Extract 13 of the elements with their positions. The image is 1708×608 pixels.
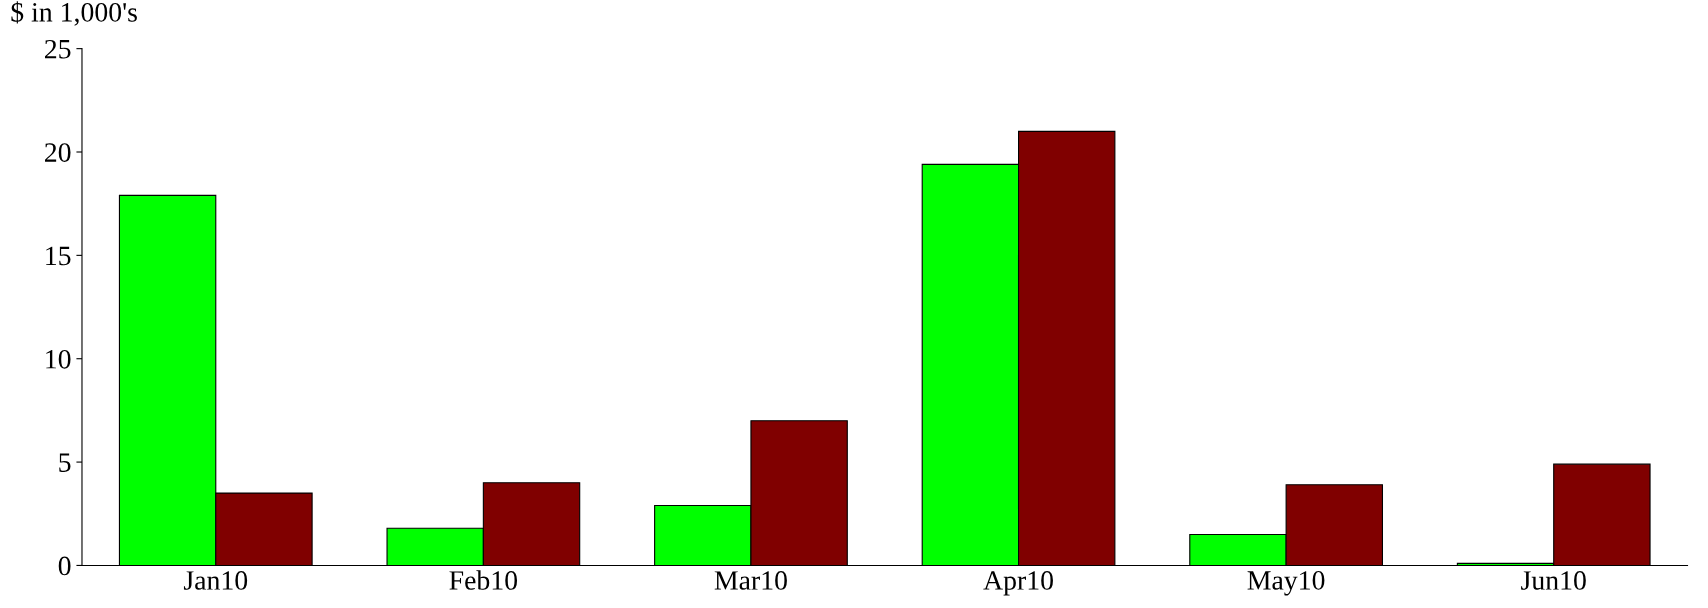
- x-tick-label: Jan10: [183, 571, 248, 590]
- x-tick-label: May10: [1247, 571, 1325, 596]
- y-tick-label: 0: [58, 556, 71, 576]
- x-tick-label: Jun10: [1521, 571, 1586, 590]
- x-tick-label: Apr10: [983, 571, 1053, 596]
- y-tick-label: 10: [46, 349, 71, 369]
- y-tick-label: 5: [59, 453, 71, 472]
- y-tick-label: 25: [45, 39, 71, 59]
- x-tick-label: Feb10: [449, 570, 518, 590]
- y-tick-label: 20: [45, 143, 71, 162]
- y-axis-title: $ in 1,000's: [11, 1, 137, 26]
- y-tick-label: 15: [46, 246, 71, 266]
- x-tick-label: Mar10: [714, 571, 787, 590]
